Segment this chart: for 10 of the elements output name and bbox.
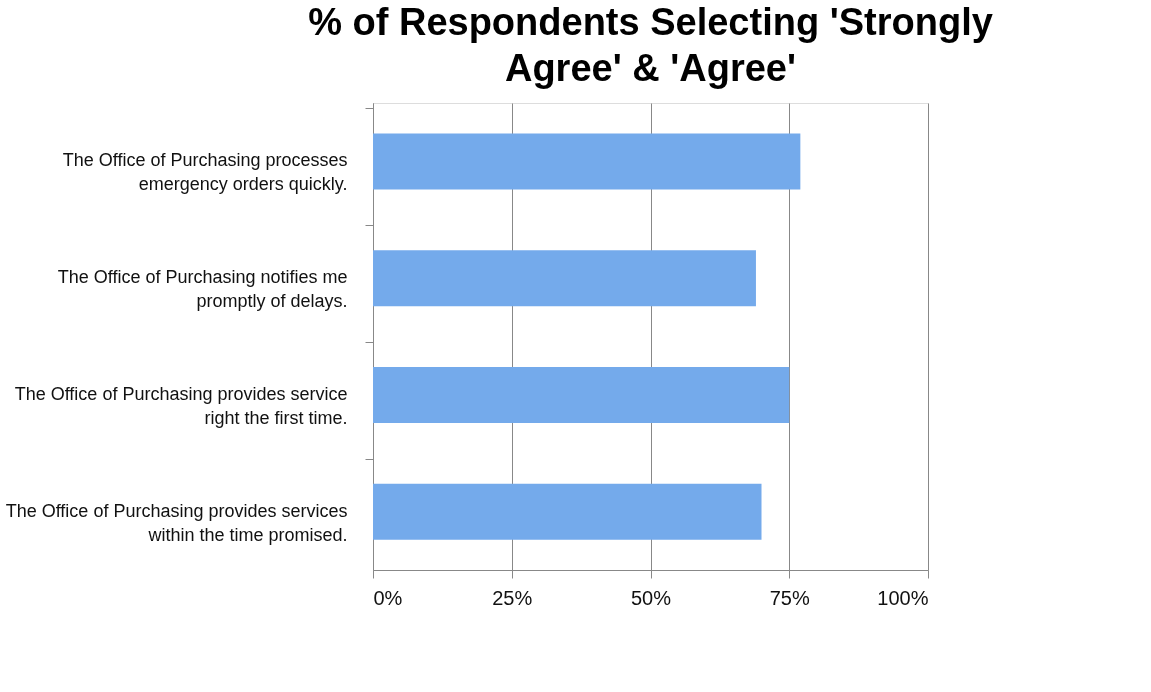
x-tick-label: 50% [630,586,672,609]
y-tick-label: The Office of Purchasing provides services within the time promised. [5,500,348,545]
chart-title: % of Respondents Selecting 'Strongly Agree' & 'Agree' [308,1,993,89]
y-tick-label: The Office of Purchasing provides service right the first time. [14,383,348,428]
y-tick-label: The Office of Purchasing processes emergency orders quickly. [62,150,348,195]
x-tick-label: 75% [769,586,810,609]
x-tick-label: 100% [877,586,929,609]
x-tick-label: 0% [373,586,403,609]
x-tick-label: 25% [492,586,533,609]
y-tick-label: The Office of Purchasing notifies me promptly of delays. [57,267,348,312]
